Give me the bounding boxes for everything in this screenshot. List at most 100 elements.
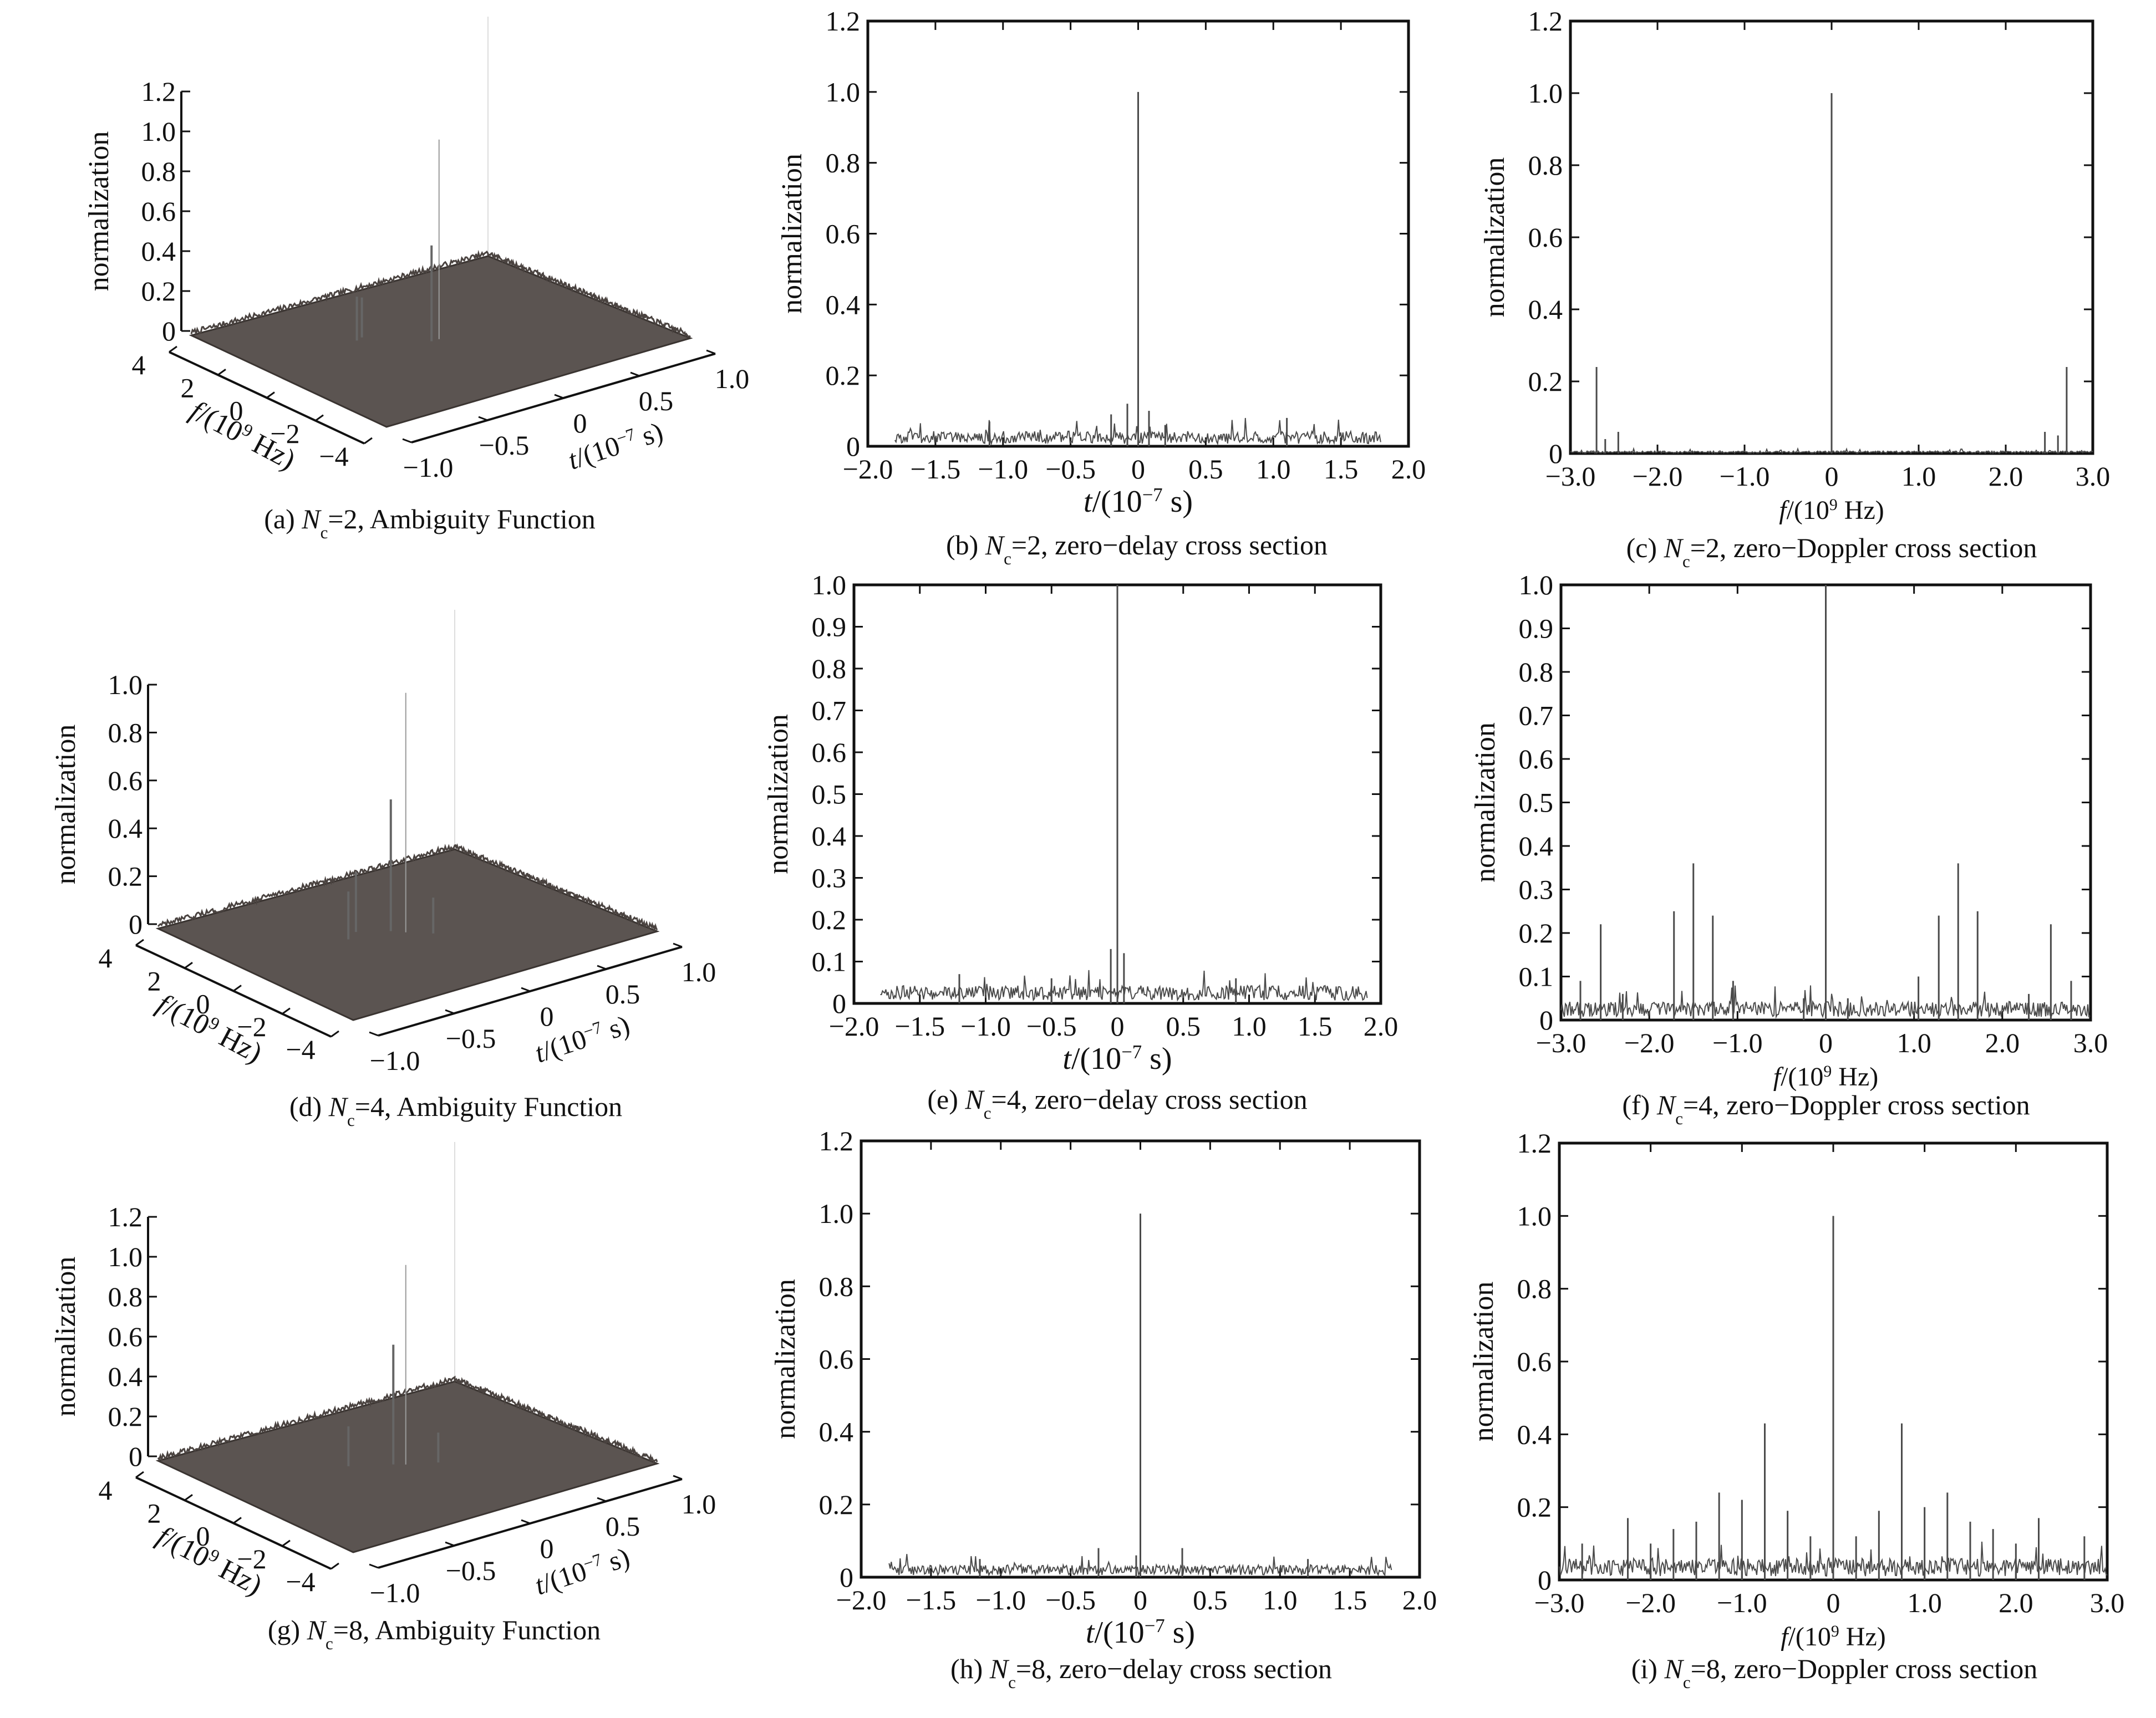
label-sup: −7 [1142,484,1163,506]
y-tick-label: 0.6 [1519,743,1554,774]
f-tick [330,1562,339,1570]
caption-pre: (g) [268,1614,307,1645]
x-tick-label: 0.5 [1193,1584,1228,1615]
f-tick-label: −4 [319,441,348,472]
x-tick-label: 1.0 [1256,453,1291,485]
y-tick-label: 1.0 [826,77,861,108]
panel-caption: (a) Nc=2, Ambiguity Function [264,503,596,542]
label-sup: 9 [1829,496,1838,514]
y-tick-label: 0.4 [1519,830,1554,861]
y-tick-label: 0.8 [1517,1273,1552,1304]
x-tick-label: 1.0 [1901,461,1936,492]
caption-sub: c [347,1110,355,1130]
x-tick-label: 1.0 [1232,1011,1267,1042]
f-tick [315,414,324,421]
caption-sub: c [1675,1109,1683,1128]
t-tick [597,965,607,970]
y-tick-label: 0.4 [1528,294,1563,325]
f-tick-label: 4 [99,942,113,973]
t-tick-label: 0 [540,1001,554,1032]
caption-post: =2, zero−delay cross section [1011,529,1328,560]
y-tick-label: 1.2 [826,6,861,37]
f-tick [282,1007,291,1015]
x-tick-label: −3.0 [1545,461,1596,492]
y-tick-label: 0.9 [812,611,847,643]
panel-caption: (f) Nc=4, zero−Doppler cross section [1622,1089,2030,1128]
t-tick [630,371,640,377]
caption-post: =4, Ambiguity Function [355,1091,622,1122]
y-tick-label: 0 [832,988,846,1019]
label-pre: /(10 [1781,1062,1823,1092]
f-tick [233,1517,242,1524]
x-tick-label: −1.5 [911,453,961,485]
caption-post: =8, zero−Doppler cross section [1691,1653,2038,1684]
t-tick-label: −1.0 [370,1577,420,1608]
label-post: s) [1165,1615,1195,1650]
z-tick-label: 0.4 [108,1361,143,1392]
f-tick-label: −2 [237,1543,266,1574]
caption-post: =4, zero−Doppler cross section [1683,1089,2030,1120]
z-tick-label: 0 [129,1441,143,1472]
y-tick-label: 1.0 [1519,569,1554,600]
y-tick-label: 0.2 [1519,917,1554,949]
panel-d: 00.20.40.60.81.0normalization420−2−4f/(1… [50,610,716,1130]
z-axis-label: normalization [83,131,115,292]
y-tick-label: 0 [1538,1564,1552,1595]
y-axis-label: normalization [1469,722,1501,883]
y-tick-label: 0.8 [1519,656,1554,687]
y-tick-label: 0.4 [812,820,847,852]
y-tick-label: 0.2 [1517,1492,1552,1523]
t-tick [402,438,412,443]
x-tick-label: 0 [1827,1587,1840,1618]
panel-caption: (e) Nc=4, zero−delay cross section [927,1084,1307,1123]
z-tick-label: 0.8 [141,156,176,187]
f-tick-label: −2 [270,418,299,449]
y-tick-label: 0.2 [1528,366,1563,397]
caption-sub: c [1683,1673,1691,1692]
label-sup: 9 [1831,1622,1839,1640]
caption-sub: c [321,523,328,542]
x-axis-label: t/(10−7 s) [1086,1615,1195,1650]
caption-var: N [985,529,1005,560]
caption-sub: c [1004,549,1011,568]
x-tick-label: 2.0 [1364,1011,1399,1042]
panel-e: 00.10.20.30.40.50.60.70.80.91.0−2.0 −1.5−… [762,569,1398,1123]
label-post: Hz) [1839,1622,1886,1651]
label-post: Hz) [1838,496,1884,525]
panel-caption: (i) Nc=8, zero−Doppler cross section [1631,1653,2038,1692]
x-tick-label: 3.0 [2076,461,2111,492]
y-tick-label: 0.8 [812,653,847,684]
z-tick-label: 0.2 [141,276,176,307]
y-tick-label: 1.2 [819,1125,854,1156]
caption-var: N [307,1614,327,1645]
caption-pre: (h) [950,1653,990,1684]
caption-pre: (d) [289,1091,329,1122]
x-tick-label: −1.0 [1712,1027,1763,1058]
y-axis-label: normalization [776,154,808,314]
t-tick [554,394,564,399]
y-tick-label: 0.1 [812,946,847,977]
t-tick-label: 1.0 [682,1488,716,1520]
x-tick-label: −2.0 [1633,461,1683,492]
label-post: s) [598,1541,634,1579]
x-tick-label: 1.5 [1333,1584,1367,1615]
t-tick-label: −0.5 [479,430,530,461]
f-tick [184,962,193,969]
y-tick-label: 0.6 [819,1344,854,1375]
panel-c: 0 0.2 0.4 0.6 0.8 1.0 1.2 −3.0 −2.0 −1.0 0 1.0 2.0 3.… [1479,6,2110,571]
f-tick-label: 0 [196,1521,210,1552]
y-tick-label: 0.6 [1528,222,1563,253]
label-var: t [1062,1042,1072,1076]
z-tick-label: 1.0 [108,669,143,700]
x-tick-label: −1.0 [1720,461,1770,492]
z-axis-label: normalization [50,1257,82,1417]
label-post: s) [632,416,667,453]
f-tick [184,1494,193,1501]
label-pre: /(10 [1071,1042,1121,1076]
z-tick-label: 0.6 [108,1321,143,1352]
surface-noise-edge [157,843,658,932]
y-axis-label: normalization [1468,1282,1499,1442]
x-tick-label: −0.5 [1045,453,1096,485]
x-tick-label: 3.0 [2090,1587,2125,1618]
